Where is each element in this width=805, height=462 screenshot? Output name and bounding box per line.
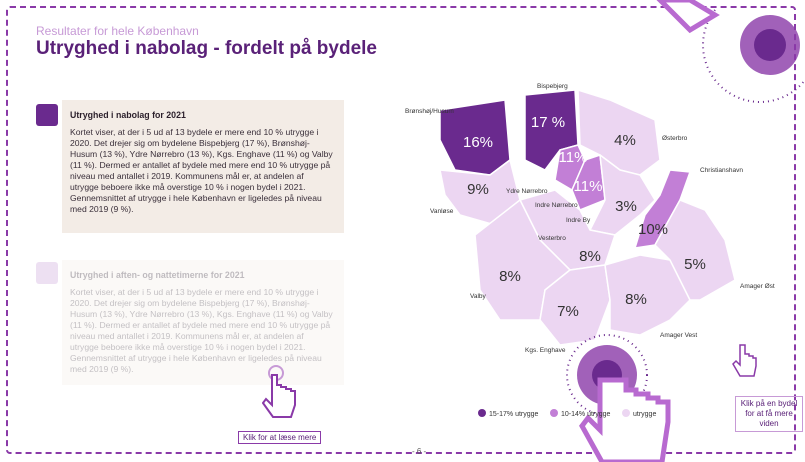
region[interactable] [654, 199, 736, 301]
panel-icon [36, 262, 58, 284]
region-name: Indre Nørrebro [535, 202, 578, 209]
region-value: 11% [559, 149, 588, 166]
region-name: Vanløse [430, 208, 454, 215]
region-name: Brønshøj/Husum [405, 108, 454, 115]
region-value: 8% [579, 248, 601, 265]
legend-label: 15-17% utrygge [489, 411, 539, 418]
region-name: Vesterbro [538, 235, 566, 242]
region-name: Ydre Nørrebro [506, 188, 548, 195]
region-value: 8% [499, 268, 521, 285]
hand-icon [579, 377, 671, 462]
region-value: 7% [557, 303, 579, 320]
page-border [6, 6, 796, 454]
hand-icon [732, 344, 757, 377]
kicker: Resultater for hele København [36, 24, 199, 38]
legend-label: utrygge [633, 411, 656, 418]
panel-text: Kortet viser, at der i 5 ud af 13 bydele… [70, 127, 333, 214]
region[interactable] [634, 169, 691, 249]
region-name: Amager Øst [740, 283, 775, 290]
region-name: Østerbro [662, 135, 688, 142]
panel-icon [36, 104, 58, 126]
hand-icon [656, 0, 720, 34]
touch-indicator [754, 29, 786, 61]
info-panel: Utryghed i nabolag for 2021 Kortet viser… [62, 100, 344, 233]
region-name: Valby [470, 293, 487, 300]
region[interactable] [539, 264, 611, 346]
region-name: Bispebjerg [537, 83, 568, 90]
region[interactable] [604, 254, 691, 336]
panel-title: Utryghed i nabolag for 2021 [70, 110, 186, 120]
page-number: - 6 - [412, 447, 427, 456]
region-name: Christianshavn [700, 167, 743, 174]
legend-swatch [550, 409, 558, 417]
hand-icon [262, 365, 296, 418]
region-value: 10% [638, 221, 668, 238]
region-name: Indre By [566, 217, 591, 224]
title: Utryghed i nabolag - fordelt på bydele [36, 38, 377, 59]
map-hint: Klik på en bydel for at få mere viden [735, 396, 803, 432]
region-value: 16% [463, 134, 493, 151]
region-value: 17 % [531, 114, 565, 131]
region-value: 11% [574, 178, 603, 195]
region-value: 3% [615, 198, 637, 215]
legend-swatch [622, 409, 630, 417]
region-name: Amager Vest [660, 332, 697, 339]
region-name: Kgs. Enghave [525, 347, 566, 354]
info-panel[interactable]: Utryghed i aften- og nattetimerne for 20… [62, 260, 344, 385]
legend-label: 10-14% utrygge [561, 411, 611, 418]
panel-title: Utryghed i aften- og nattetimerne for 20… [70, 270, 245, 280]
region[interactable] [589, 154, 656, 236]
legend-swatch [478, 409, 486, 417]
region-value: 5% [684, 256, 706, 273]
panel-text: Kortet viser, at der i 5 ud af 13 bydele… [70, 287, 333, 374]
region-value: 8% [625, 291, 647, 308]
region-value: 9% [467, 181, 489, 198]
region-value: 4% [614, 132, 636, 149]
read-more-button[interactable]: Klik for at læse mere [238, 431, 322, 444]
